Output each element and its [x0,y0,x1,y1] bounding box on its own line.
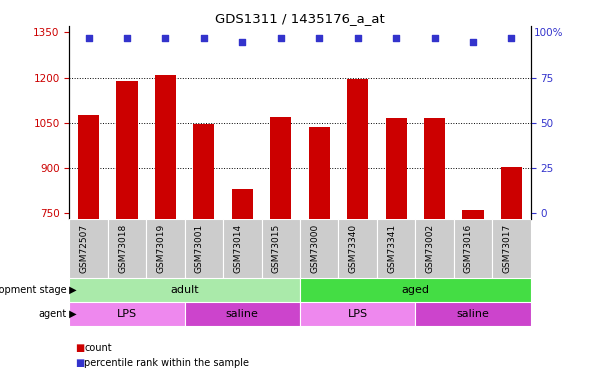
Bar [262,219,300,278]
Text: GSM73002: GSM73002 [426,224,435,273]
Bar [232,189,253,375]
Point [430,35,440,41]
Point [238,39,247,45]
Bar [309,128,330,375]
Text: GSM73340: GSM73340 [349,224,358,273]
Text: adult: adult [171,285,199,295]
Bar [146,219,185,278]
Bar [108,219,146,278]
Bar [300,302,415,326]
Bar [463,210,484,375]
Point [507,35,516,41]
Text: percentile rank within the sample: percentile rank within the sample [84,358,250,368]
Bar [385,118,406,375]
Text: LPS: LPS [117,309,137,319]
Text: GSM73019: GSM73019 [156,224,165,273]
Text: GSM73018: GSM73018 [118,224,127,273]
Text: count: count [84,343,112,352]
Text: development stage: development stage [0,285,66,295]
Text: GSM73341: GSM73341 [387,224,396,273]
Bar [300,219,338,278]
Bar [270,117,291,375]
Text: GSM73014: GSM73014 [233,224,242,273]
Text: saline: saline [456,309,490,319]
Bar [78,115,99,375]
Text: LPS: LPS [347,309,368,319]
Bar [377,219,415,278]
Point [391,35,401,41]
Bar [347,79,368,375]
Point [122,35,132,41]
Text: ▶: ▶ [66,285,77,295]
Bar [155,75,176,375]
Text: GSM73000: GSM73000 [310,224,319,273]
Point [353,35,362,41]
Text: GSM73017: GSM73017 [502,224,511,273]
Text: GSM73001: GSM73001 [195,224,204,273]
Bar [338,219,377,278]
Point [468,39,478,45]
Point [160,35,170,41]
Bar [454,219,492,278]
Bar [185,219,223,278]
Text: saline: saline [226,309,259,319]
Text: ▶: ▶ [66,309,77,319]
Text: ■: ■ [75,343,84,352]
Point [199,35,209,41]
Point [276,35,286,41]
Text: aged: aged [402,285,429,295]
Text: agent: agent [38,309,66,319]
Text: GSM73016: GSM73016 [464,224,473,273]
Bar [424,118,445,375]
Bar [223,219,262,278]
Bar [501,166,522,375]
Title: GDS1311 / 1435176_a_at: GDS1311 / 1435176_a_at [215,12,385,25]
Bar [69,278,300,302]
Text: ■: ■ [75,358,84,368]
Bar [415,219,453,278]
Text: GSM73015: GSM73015 [272,224,281,273]
Bar [69,302,185,326]
Point [314,35,324,41]
Text: GSM72507: GSM72507 [80,224,89,273]
Point [84,35,93,41]
Bar [492,219,531,278]
Bar [415,302,531,326]
Bar [300,278,531,302]
Bar [69,219,108,278]
Bar [194,124,215,375]
Bar [185,302,300,326]
Text: 100%: 100% [534,28,563,38]
Bar [116,81,137,375]
